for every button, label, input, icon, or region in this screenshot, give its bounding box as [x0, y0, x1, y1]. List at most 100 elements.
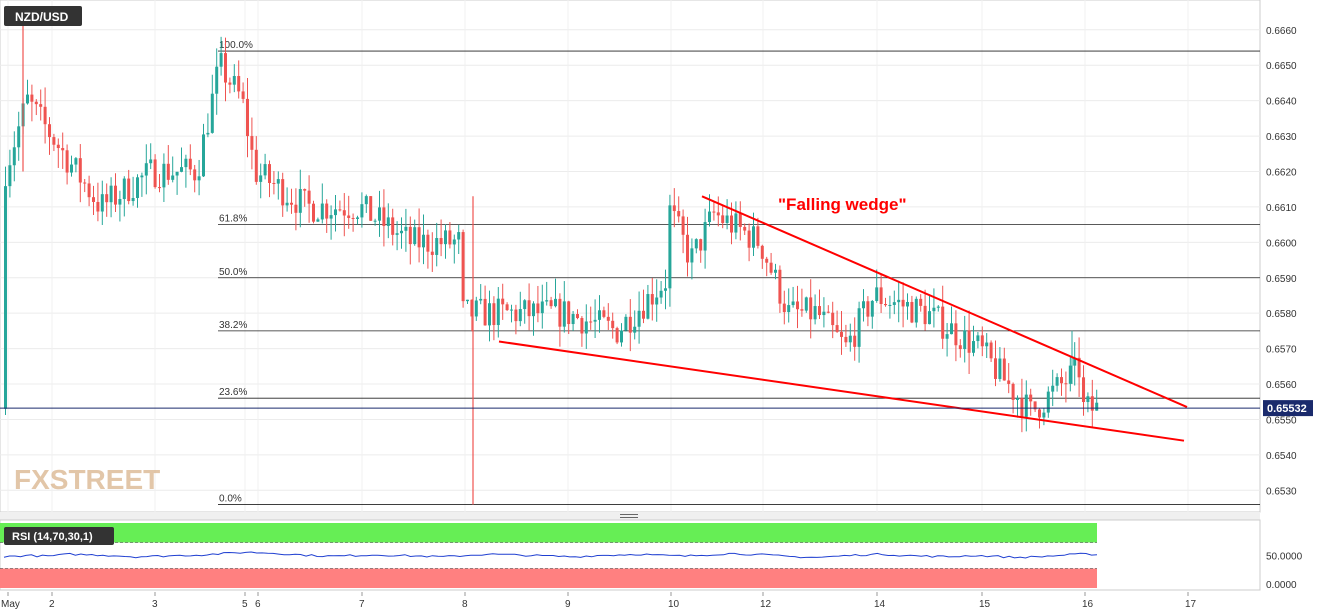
price-tick-label: 0.6600	[1266, 238, 1297, 249]
wedge-upper-line	[701, 195, 1188, 408]
fibonacci-label: 0.0%	[219, 493, 242, 504]
candle-body	[1024, 394, 1028, 417]
candle-body	[936, 306, 940, 308]
candle-body	[655, 297, 659, 305]
candle-body	[228, 82, 232, 85]
candle-body	[923, 305, 927, 325]
candle-body	[1016, 398, 1019, 400]
candle-body	[30, 94, 34, 102]
candle-body	[928, 311, 931, 325]
candle-body	[646, 294, 650, 319]
candle-body	[290, 202, 293, 205]
candle-body	[677, 211, 681, 217]
candle-body	[285, 202, 289, 206]
candle-body	[901, 299, 905, 307]
candle-body	[197, 176, 201, 181]
candle-body	[417, 227, 421, 248]
candle-body	[386, 217, 390, 226]
candle-body	[140, 175, 144, 178]
candle-body	[963, 330, 967, 350]
candle-body	[320, 203, 324, 220]
candle-body	[1046, 391, 1050, 413]
candle-body	[879, 287, 883, 305]
candle-body	[452, 239, 456, 245]
candle-body	[826, 311, 830, 313]
candle-body	[782, 303, 786, 313]
candle-body	[347, 215, 351, 218]
candle-body	[435, 238, 439, 255]
candle-body	[1002, 358, 1006, 381]
candle-body	[501, 298, 505, 305]
rsi-overbought-zone	[0, 523, 1097, 543]
candle-body	[976, 335, 980, 342]
splitter-handle-icon[interactable]	[620, 514, 638, 518]
price-tick-label: 0.6580	[1266, 309, 1297, 320]
price-tick-label: 0.6620	[1266, 167, 1297, 178]
candle-body	[52, 137, 56, 145]
candle-body	[527, 300, 531, 317]
candle-body	[1090, 396, 1094, 411]
candle-body	[980, 335, 984, 347]
candle-body	[12, 147, 16, 166]
candle-body	[448, 230, 452, 245]
symbol-box	[4, 6, 82, 26]
candle-body	[263, 164, 267, 176]
candle-body	[884, 304, 887, 306]
candle-body	[1011, 383, 1015, 400]
candle-body	[26, 94, 29, 104]
candle-body	[118, 199, 122, 205]
candle-body	[325, 203, 329, 219]
candle-body	[373, 220, 377, 222]
candle-body	[562, 301, 566, 327]
candle-body	[686, 234, 689, 263]
candle-body	[360, 204, 364, 218]
time-tick-label: May	[1, 599, 20, 610]
candle-body	[1029, 394, 1033, 402]
candle-body	[611, 320, 615, 329]
price-tick-label: 0.6540	[1266, 451, 1297, 462]
candle-body	[184, 158, 188, 168]
price-tick-label: 0.6570	[1266, 345, 1297, 356]
price-grid	[0, 0, 1260, 512]
candle-body	[892, 302, 896, 305]
candle-body	[1051, 385, 1055, 392]
candle-body	[232, 76, 236, 85]
candle-body	[809, 297, 813, 320]
candle-body	[391, 217, 395, 235]
candle-body	[250, 136, 254, 150]
candle-body	[281, 179, 285, 206]
candle-body	[48, 124, 51, 138]
time-tick-label: 12	[760, 599, 772, 610]
candle-body	[364, 196, 368, 205]
candle-body	[96, 201, 100, 212]
candle-body	[127, 178, 131, 202]
candle-body	[571, 314, 575, 325]
time-tick-label: 14	[874, 599, 886, 610]
current-price-tag	[1263, 400, 1313, 417]
candle-body	[382, 207, 386, 226]
candle-body	[1055, 377, 1059, 386]
candle-body	[945, 334, 949, 339]
candle-body	[637, 310, 641, 327]
candle-body	[246, 98, 249, 137]
candle-body	[932, 307, 936, 312]
time-tick-label: 6	[255, 599, 261, 610]
panel-splitter[interactable]	[0, 512, 1260, 520]
candle-body	[1060, 377, 1063, 384]
candle-body	[567, 301, 571, 325]
candle-body	[760, 245, 764, 259]
candle-body	[136, 177, 139, 199]
candle-body	[408, 226, 412, 245]
candle-body	[787, 305, 791, 313]
candle-body	[87, 183, 91, 198]
candle-body	[620, 330, 623, 343]
candle-body	[558, 298, 562, 327]
candle-body	[888, 304, 892, 306]
candle-body	[954, 323, 958, 346]
candle-body	[822, 311, 826, 316]
candle-body	[479, 298, 483, 301]
candle-body	[268, 164, 271, 183]
candle-body	[650, 294, 654, 305]
candle-body	[831, 312, 835, 326]
candle-body	[848, 335, 852, 343]
